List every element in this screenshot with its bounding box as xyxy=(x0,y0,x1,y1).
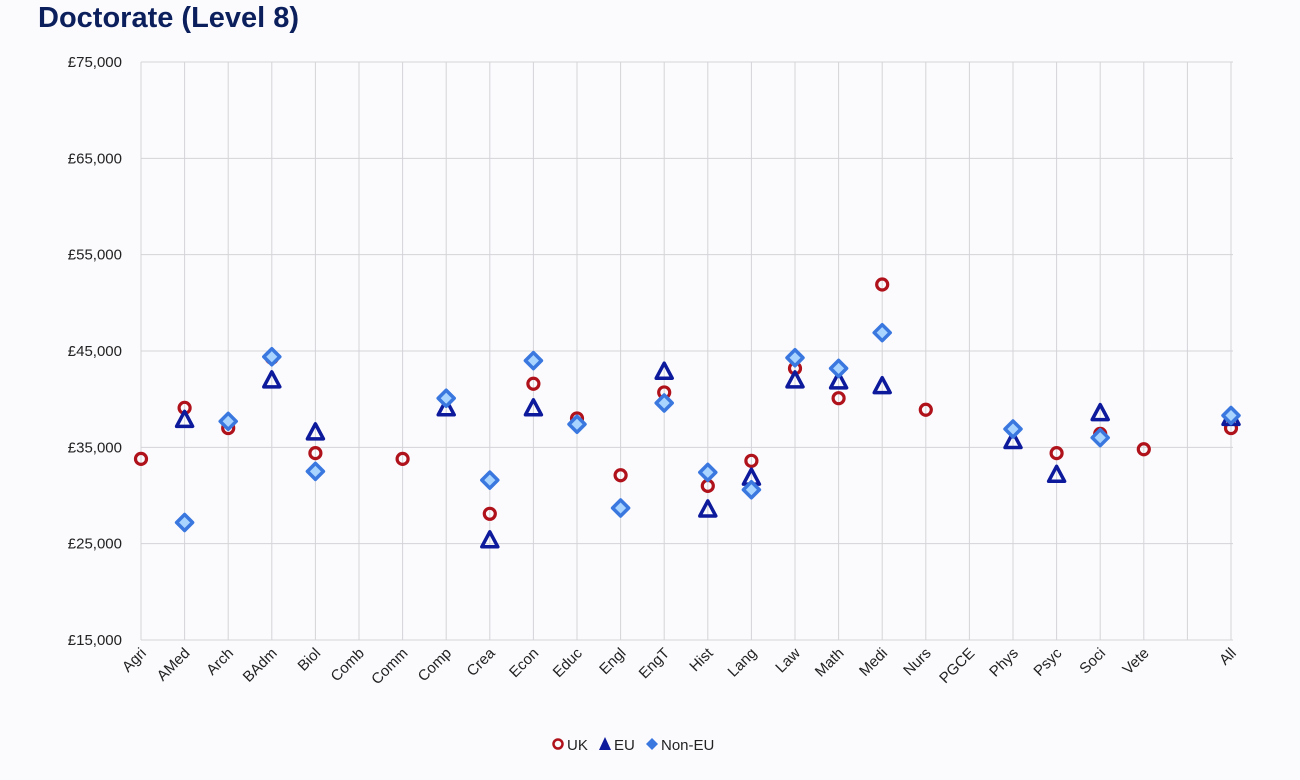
y-tick-label: £55,000 xyxy=(68,247,122,264)
data-point-non-eu xyxy=(305,461,326,482)
data-point-eu xyxy=(872,375,892,395)
legend-marker-non-eu xyxy=(646,738,658,750)
x-tick-label: Engl xyxy=(596,645,629,678)
data-point-eu xyxy=(305,422,326,441)
x-tick-label: Comp xyxy=(415,645,455,685)
data-point-uk xyxy=(308,446,323,461)
data-point-non-eu xyxy=(218,411,238,432)
x-tick-label: Vete xyxy=(1119,645,1152,678)
x-tick-label: Econ xyxy=(506,645,542,681)
data-point-eu xyxy=(785,370,805,389)
data-point-eu xyxy=(654,361,674,380)
data-point-eu xyxy=(480,530,500,549)
y-tick-label: £75,000 xyxy=(68,54,122,71)
x-tick-label: Math xyxy=(812,645,848,681)
x-tick-label: Comb xyxy=(328,645,368,685)
legend-label: UK xyxy=(567,737,588,754)
x-tick-label: Comm xyxy=(368,645,411,688)
legend-marker-uk xyxy=(552,738,564,750)
x-tick-label: AMed xyxy=(154,645,194,685)
data-point-non-eu xyxy=(785,347,805,368)
x-tick-label: BAdm xyxy=(240,645,281,686)
data-point-non-eu xyxy=(654,393,674,413)
data-point-uk xyxy=(744,453,759,468)
x-tick-label: Law xyxy=(772,645,804,677)
y-tick-label: £15,000 xyxy=(68,632,122,649)
data-point-eu xyxy=(828,371,849,390)
x-tick-label: PGCE xyxy=(936,645,978,687)
data-point-non-eu xyxy=(1090,427,1110,448)
legend-label: Non-EU xyxy=(661,737,714,754)
x-tick-label: Arch xyxy=(203,645,237,679)
data-point-uk xyxy=(1049,446,1064,461)
data-point-eu xyxy=(262,370,282,389)
x-tick-label: All xyxy=(1216,645,1240,669)
y-tick-label: £45,000 xyxy=(68,343,122,360)
data-point-non-eu xyxy=(1003,419,1023,439)
x-tick-label: Lang xyxy=(725,645,761,681)
x-tick-label: Hist xyxy=(686,644,717,675)
chart-title: Doctorate (Level 8) xyxy=(38,2,300,34)
data-point-uk xyxy=(395,451,410,466)
data-point-eu xyxy=(1046,464,1067,484)
data-point-eu xyxy=(523,398,544,417)
data-point-non-eu xyxy=(567,414,587,434)
x-tick-label: Phys xyxy=(986,645,1022,681)
data-point-eu xyxy=(174,409,195,429)
data-point-non-eu xyxy=(1221,405,1241,426)
x-tick-label: EngT xyxy=(636,645,673,682)
data-point-eu xyxy=(436,398,456,417)
data-point-uk xyxy=(613,468,628,483)
x-tick-label: Biol xyxy=(295,645,325,675)
data-point-non-eu xyxy=(174,512,195,533)
data-point-uk xyxy=(831,391,846,406)
data-point-eu xyxy=(698,499,718,518)
data-point-uk xyxy=(133,451,149,466)
data-point-uk xyxy=(918,402,933,417)
data-point-uk xyxy=(526,376,541,391)
x-tick-label: Psyc xyxy=(1030,644,1065,679)
x-tick-label: Agri xyxy=(119,645,150,676)
data-point-non-eu xyxy=(523,350,544,371)
x-tick-label: Crea xyxy=(464,644,499,679)
data-point-eu xyxy=(1090,402,1110,422)
x-tick-label: Educ xyxy=(550,644,587,681)
data-point-uk xyxy=(875,277,890,292)
x-tick-label: Soci xyxy=(1076,645,1109,678)
data-point-eu xyxy=(1003,430,1023,450)
data-point-non-eu xyxy=(262,347,282,367)
data-point-uk xyxy=(1136,442,1151,457)
y-tick-label: £65,000 xyxy=(68,150,122,167)
data-point-uk xyxy=(482,506,497,521)
x-tick-label: Nurs xyxy=(900,645,934,679)
data-point-non-eu xyxy=(828,358,849,379)
data-point-non-eu xyxy=(436,388,456,408)
x-tick-label: Medi xyxy=(856,645,891,680)
y-tick-label: £25,000 xyxy=(68,536,122,553)
data-point-non-eu xyxy=(698,462,718,483)
data-point-non-eu xyxy=(480,470,500,490)
legend-marker-eu xyxy=(599,737,611,750)
data-point-non-eu xyxy=(741,479,762,500)
y-tick-label: £35,000 xyxy=(68,439,122,456)
data-point-non-eu xyxy=(872,322,892,343)
data-point-non-eu xyxy=(610,498,631,518)
legend-label: EU xyxy=(614,737,635,754)
